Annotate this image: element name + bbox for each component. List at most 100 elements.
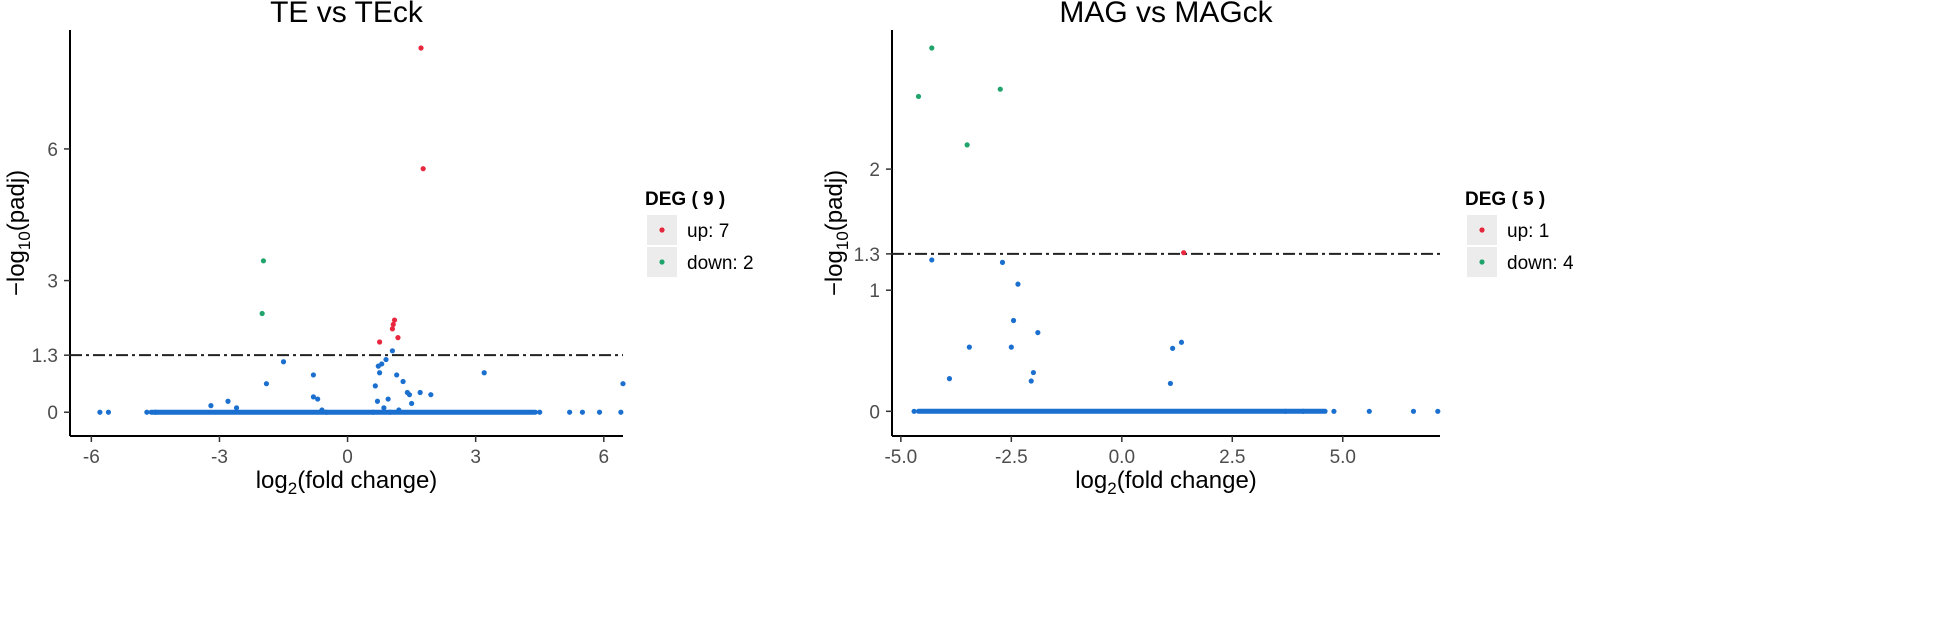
legend-dot-up <box>1479 227 1485 233</box>
point-up <box>418 45 424 51</box>
point-down <box>997 86 1003 92</box>
point-down <box>915 93 922 100</box>
point-nodiff <box>315 396 321 402</box>
legend-label-up: up: 1 <box>1507 221 1549 242</box>
x-axis-label-sub: 2 <box>1107 479 1116 498</box>
point-nodiff <box>372 383 378 389</box>
point-nodiff <box>417 389 423 396</box>
point-nodiff <box>383 356 389 363</box>
point-nodiff <box>929 257 935 263</box>
point-nodiff <box>389 348 396 354</box>
point-nodiff <box>97 409 103 415</box>
point-nodiff <box>1366 408 1372 414</box>
point-nodiff <box>310 394 317 400</box>
point-nodiff <box>1015 281 1021 287</box>
point-nodiff <box>280 359 287 365</box>
y-tick-label: 6 <box>47 140 58 161</box>
x-axis-label-main: log <box>1075 467 1107 494</box>
x-tick-label: 6 <box>598 447 609 468</box>
point-nodiff <box>966 344 972 350</box>
point-up <box>389 326 396 332</box>
x-axis-label-sub: 2 <box>288 479 297 498</box>
x-tick-label: 5.0 <box>1330 447 1356 468</box>
point-down <box>929 45 935 51</box>
point-nodiff <box>537 409 543 415</box>
legend-label-down: down: 2 <box>687 253 754 274</box>
point-nodiff <box>310 372 317 378</box>
x-tick-label: -6 <box>83 447 100 468</box>
point-down <box>964 142 970 148</box>
x-tick-label: 3 <box>470 447 481 468</box>
point-nodiff <box>1435 408 1441 414</box>
point-nodiff <box>1410 408 1417 414</box>
point-up <box>395 335 401 341</box>
point-nodiff <box>567 409 573 415</box>
y-axis-label-sub: 10 <box>833 231 852 250</box>
y-axis-label-main: −log <box>3 250 30 296</box>
y-axis-label-rest: (padj) <box>821 170 848 231</box>
point-nodiff <box>481 370 487 376</box>
legend-title: DEG ( 5 ) <box>1465 189 1545 210</box>
y-axis-label-sub: 10 <box>15 231 34 250</box>
y-axis-label-main: −log <box>821 250 848 296</box>
point-nodiff <box>319 407 325 413</box>
legend-title: DEG ( 9 ) <box>645 189 725 210</box>
point-up <box>1181 250 1187 256</box>
point-nodiff <box>1178 339 1185 345</box>
chart-title: TE vs TEck <box>270 0 424 29</box>
x-axis-label: log2(fold change) <box>256 467 438 498</box>
point-nodiff <box>409 400 415 407</box>
point-nodiff <box>1282 408 1288 414</box>
legend-dot-down <box>659 259 665 265</box>
point-nodiff <box>1028 378 1034 384</box>
point-nodiff <box>387 409 393 415</box>
point-nodiff <box>1170 345 1176 351</box>
volcano-panel-2: MAG vs MAGck-5.0 -2.5 0.0 2.5 5.0011.32log2(… <box>821 0 1574 498</box>
point-nodiff <box>1010 317 1017 324</box>
point-down <box>259 310 265 317</box>
y-axis-label: −log10(padj) <box>3 170 34 296</box>
y-axis-label-rest: (padj) <box>3 170 30 231</box>
point-up <box>391 317 398 323</box>
point-nodiff <box>105 409 112 415</box>
point-nodiff <box>946 376 953 382</box>
chart-title: MAG vs MAGck <box>1059 0 1273 29</box>
x-axis-label-main: log <box>256 467 288 494</box>
point-nodiff <box>1008 344 1014 350</box>
point-nodiff <box>376 370 383 376</box>
y-tick-label: 1 <box>869 281 880 302</box>
point-nodiff <box>400 378 406 385</box>
x-tick-label: -3 <box>211 447 228 468</box>
point-nodiff <box>323 409 329 415</box>
point-nodiff <box>144 409 150 415</box>
y-tick-label: 2 <box>869 160 880 181</box>
point-nodiff <box>396 407 402 413</box>
point-nodiff <box>1030 369 1037 376</box>
point-nodiff <box>370 409 376 415</box>
point-nodiff <box>233 405 240 411</box>
point-nodiff <box>596 409 603 415</box>
x-tick-label: -5.0 <box>884 447 917 468</box>
x-tick-label: 0.0 <box>1109 447 1135 468</box>
point-nodiff <box>385 396 391 402</box>
legend-label-down: down: 4 <box>1507 253 1574 274</box>
y-tick-label: 1.3 <box>854 245 880 266</box>
x-axis-label-rest: (fold change) <box>1117 467 1257 494</box>
point-nodiff <box>579 409 586 415</box>
point-nodiff <box>1035 329 1041 336</box>
point-nodiff <box>428 392 434 398</box>
volcano-panel-1: TE vs TEck -6 -3 0 3 6 0 1.3 3 6 log2(fold change)… <box>3 0 754 498</box>
legend-dot-down <box>1479 259 1485 265</box>
point-up <box>420 166 426 172</box>
x-axis-label: log2(fold change) <box>1075 467 1257 498</box>
point-nodiff <box>1331 408 1337 414</box>
point-nodiff <box>152 409 159 415</box>
point-nodiff <box>263 381 270 387</box>
x-tick-label: 2.5 <box>1219 447 1245 468</box>
point-nodiff <box>620 381 626 387</box>
legend-label-up: up: 7 <box>687 221 729 242</box>
point-nodiff <box>404 389 410 396</box>
point-nodiff <box>911 408 917 414</box>
point-up <box>376 339 383 345</box>
point-nodiff <box>225 398 231 404</box>
